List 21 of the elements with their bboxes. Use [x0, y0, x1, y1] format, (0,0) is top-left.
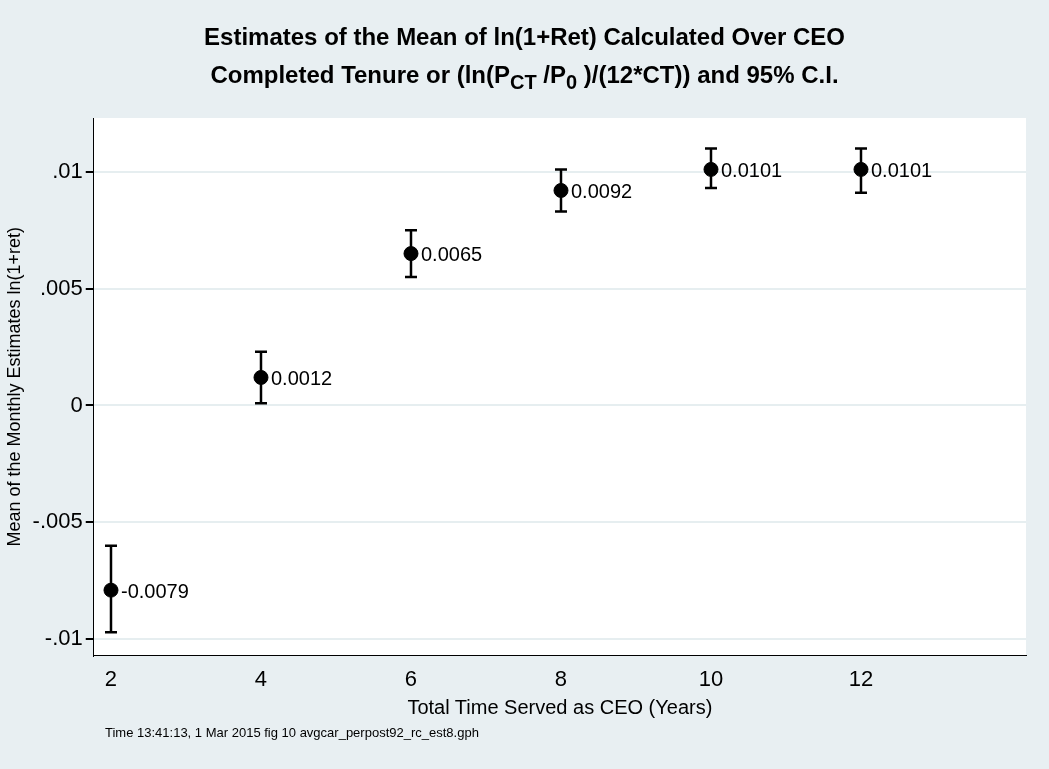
y-tick-label: -.005 — [32, 508, 83, 534]
data-label: 0.0101 — [721, 158, 783, 181]
text: Time 13:41:13, 1 Mar 2015 fig 10 avgcar_perpost92_rc_est8.gph — [105, 725, 479, 740]
x-tick-label: 10 — [698, 665, 724, 691]
y-tick-label: .01 — [52, 157, 83, 183]
chart-title: Estimates of the Mean of ln(1+Ret) Calculated Over CEO Completed Tenure or (ln(P$_{CT}$ /P$_{0}$ )/(12*CT)) and 95% C.I. — [203, 22, 846, 95]
data-label: 0.0092 — [571, 179, 633, 202]
x-tick-label: 2 — [104, 665, 118, 691]
data-label: -0.0079 — [120, 579, 189, 602]
x-axis-title: Total Time Served as CEO (Years) — [407, 695, 713, 718]
y-tick-label: -.01 — [44, 625, 83, 651]
y-axis-title: Mean of the Monthly Estimates ln(1+ret) — [3, 226, 24, 547]
data-label: 0.0101 — [871, 158, 933, 181]
x-tick-label: 4 — [254, 665, 268, 691]
data-label: 0.0012 — [271, 366, 333, 389]
x-tick-label: 6 — [404, 665, 418, 691]
y-tick-label: 0 — [70, 391, 83, 417]
data-label: 0.0065 — [421, 243, 483, 266]
x-tick-label: 12 — [848, 665, 874, 691]
y-tick-label: .005 — [39, 274, 83, 300]
x-tick-label: 8 — [554, 665, 568, 691]
